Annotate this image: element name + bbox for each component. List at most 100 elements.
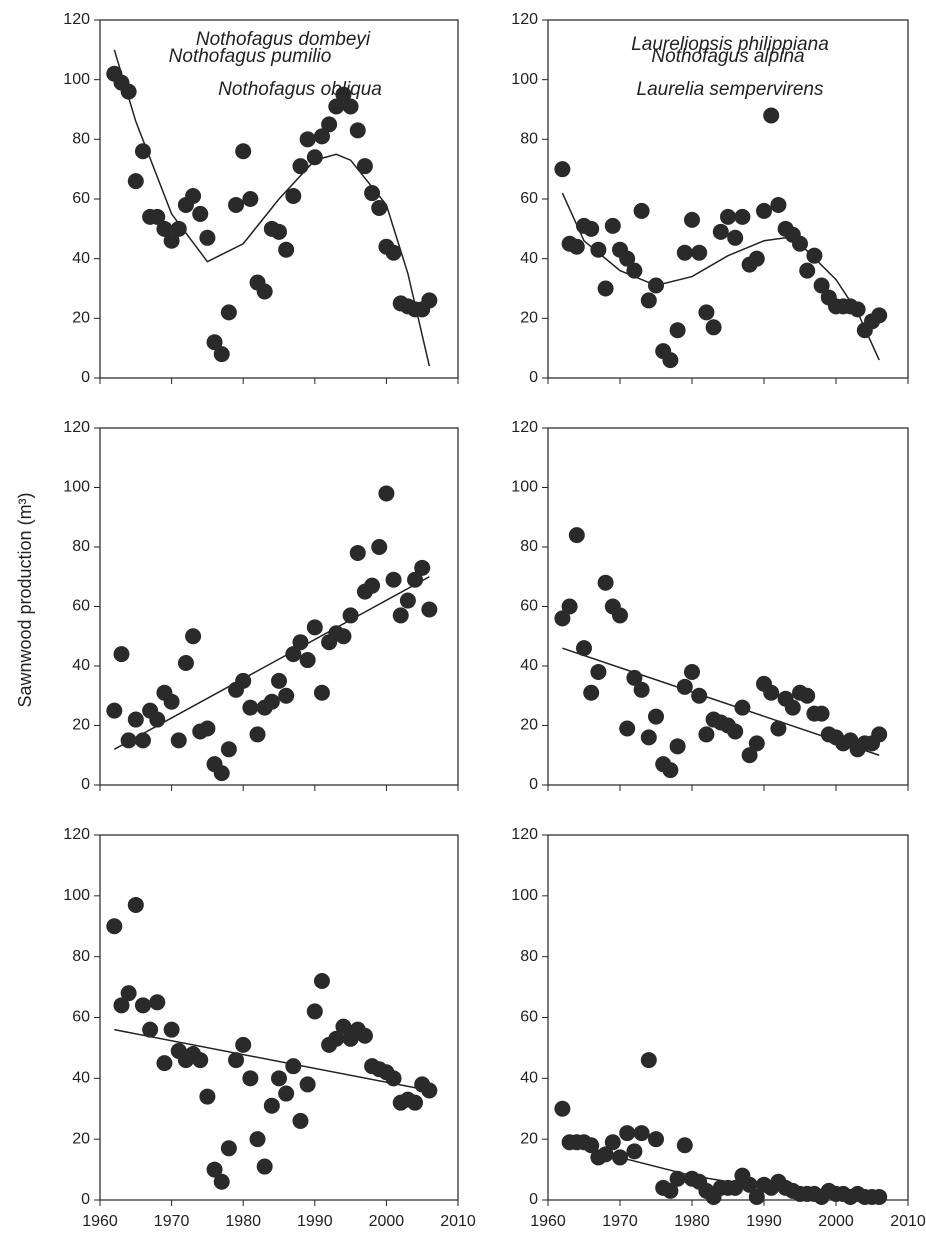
data-point: [271, 223, 287, 240]
y-tick-label: 0: [529, 1191, 538, 1208]
data-point: [799, 262, 816, 279]
data-point: [770, 196, 787, 213]
data-point: [763, 107, 780, 124]
data-point: [640, 1052, 657, 1069]
data-point: [249, 726, 266, 743]
data-point: [134, 143, 151, 160]
data-point: [364, 577, 381, 594]
data-point: [813, 705, 830, 722]
data-point: [321, 116, 338, 133]
y-tick-label: 40: [72, 250, 90, 267]
data-point: [748, 735, 765, 752]
data-point: [604, 217, 621, 234]
data-point: [633, 202, 650, 219]
trend-line: [113, 49, 431, 367]
data-point: [619, 720, 636, 737]
data-point: [871, 726, 888, 743]
y-tick-label: 80: [72, 538, 90, 555]
data-point: [871, 307, 888, 324]
data-point: [206, 334, 223, 351]
y-tick-label: 80: [520, 538, 538, 555]
y-tick-label: 0: [529, 369, 538, 386]
data-point: [799, 687, 816, 704]
data-point: [271, 672, 287, 689]
data-point: [712, 223, 729, 240]
data-point: [662, 762, 679, 779]
y-tick-label: 120: [511, 11, 538, 28]
data-point: [619, 1125, 636, 1142]
data-point: [113, 646, 130, 663]
data-point: [213, 346, 230, 363]
data-point: [199, 1088, 216, 1105]
y-tick-label: 80: [72, 948, 90, 965]
data-point: [256, 283, 273, 300]
data-point: [734, 208, 751, 225]
y-axis-label: Sawnwood production (m³): [15, 492, 35, 707]
data-point: [748, 1188, 765, 1205]
data-point: [127, 711, 144, 728]
data-point: [662, 1182, 679, 1199]
data-point: [597, 280, 614, 297]
data-point: [619, 250, 636, 267]
x-tick-label: 1970: [154, 1213, 190, 1230]
data-point: [727, 1179, 744, 1196]
data-point: [583, 1137, 600, 1154]
data-point: [561, 598, 578, 615]
trend-line: [561, 192, 880, 361]
data-point: [328, 1030, 345, 1047]
y-tick-label: 20: [72, 717, 90, 734]
y-tick-label: 80: [520, 948, 538, 965]
y-tick-label: 20: [520, 717, 538, 734]
data-point: [407, 1094, 424, 1111]
data-point: [705, 319, 722, 336]
data-point: [192, 1052, 209, 1069]
data-point: [676, 1137, 693, 1154]
data-point: [335, 1018, 352, 1035]
data-point: [554, 1100, 571, 1117]
data-point: [292, 158, 309, 175]
data-point: [741, 1176, 758, 1193]
x-tick-label: 1960: [82, 1213, 118, 1230]
data-point: [192, 205, 209, 222]
y-tick-label: 60: [520, 598, 538, 615]
data-point: [263, 693, 280, 710]
data-point: [299, 131, 316, 148]
data-point: [106, 918, 123, 935]
data-point: [741, 747, 758, 764]
data-point: [407, 571, 424, 588]
data-point: [113, 997, 130, 1014]
data-point: [626, 1143, 643, 1160]
panel-title: Nothofagus dombeyi: [196, 29, 371, 50]
data-point: [278, 687, 295, 704]
y-tick-label: 60: [72, 598, 90, 615]
data-point: [662, 352, 679, 369]
data-point: [163, 1021, 180, 1038]
y-tick-label: 0: [81, 1191, 90, 1208]
trend-line: [113, 576, 430, 750]
data-point: [156, 1055, 173, 1072]
data-point: [648, 277, 664, 294]
data-point: [568, 527, 585, 544]
data-point: [633, 681, 650, 698]
data-point: [371, 539, 388, 555]
data-point: [626, 262, 643, 279]
data-point: [142, 1021, 159, 1038]
data-point: [285, 646, 302, 663]
data-point: [604, 1134, 621, 1151]
data-point: [235, 672, 252, 689]
data-point: [163, 693, 180, 710]
data-point: [228, 1052, 245, 1069]
data-point: [669, 322, 686, 339]
data-point: [271, 1070, 287, 1087]
data-point: [228, 196, 245, 213]
data-point: [185, 628, 202, 645]
data-point: [748, 250, 765, 267]
data-point: [149, 994, 166, 1011]
y-tick-label: 20: [520, 1130, 538, 1147]
data-point: [199, 229, 216, 246]
x-tick-label: 1960: [530, 1213, 566, 1230]
x-tick-label: 1970: [602, 1213, 638, 1230]
y-tick-label: 0: [529, 776, 538, 793]
plot-frame: [99, 834, 459, 1201]
y-tick-label: 40: [72, 1070, 90, 1087]
